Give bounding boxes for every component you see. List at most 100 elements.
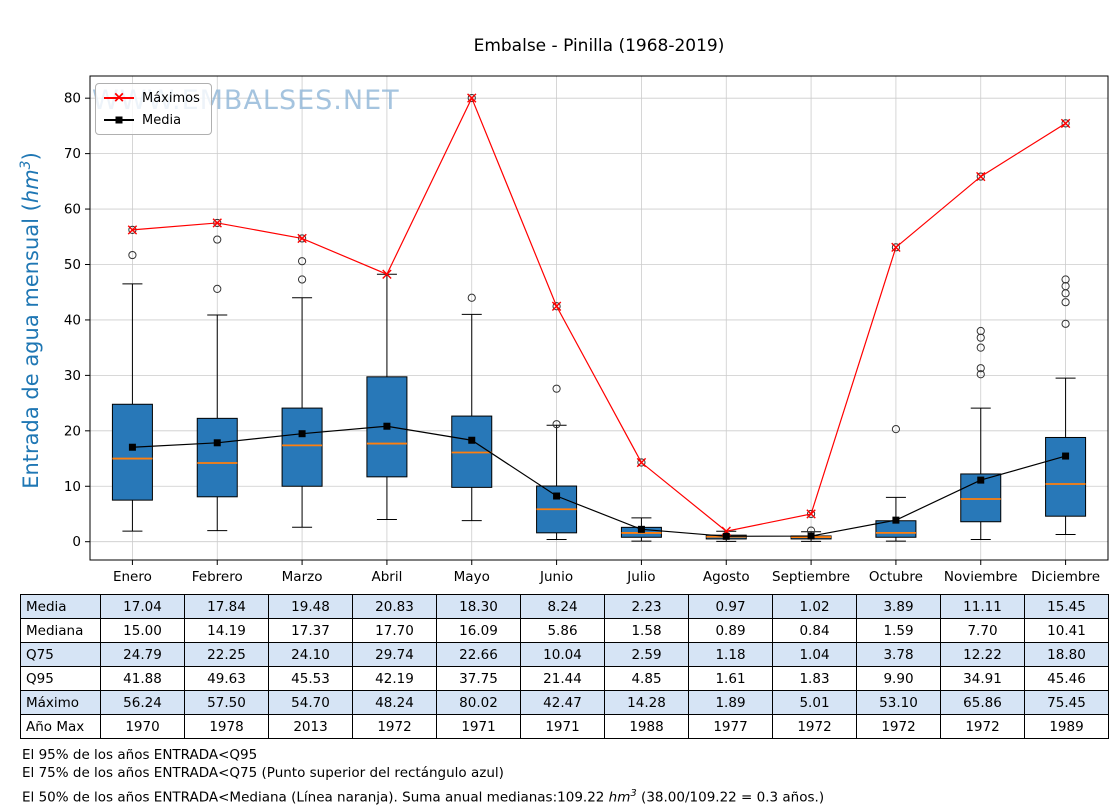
table-cell: 1.59 [856,618,941,643]
table-cell: 48.24 [352,690,437,715]
maximos-x-marker [551,301,562,311]
chart-title: Embalse - Pinilla (1968-2019) [473,36,725,56]
table-cell: 1.58 [604,618,689,643]
footnotes: El 95% de los años ENTRADA<Q95 El 75% de… [22,746,824,807]
table-cell: 3.78 [856,642,941,667]
y-tick-label: 10 [64,479,81,495]
outlier-circle [552,302,561,311]
table-cell: 53.10 [856,690,941,715]
table-cell: 17.37 [268,618,353,643]
table-cell: 0.97 [688,594,773,619]
table-cell: 15.45 [1024,594,1109,619]
table-cell: 21.44 [520,666,605,691]
maximos-x-marker [212,218,222,228]
table-cell: 1972 [772,714,857,739]
media-square-marker [977,476,985,484]
table-cell: 2.23 [604,594,689,619]
maximos-x-marker [297,233,307,244]
footnote-q95: El 95% de los años ENTRADA<Q95 [22,747,258,763]
table-cell: 16.09 [436,618,521,643]
table-cell: 22.66 [436,642,521,667]
table-cell: 18.80 [1024,642,1109,667]
x-tick-label: Noviembre [944,569,1018,585]
outlier-circle [552,384,561,393]
legend-label-maximos: Máximos [142,90,200,106]
table-cell: 17.84 [184,594,269,619]
table-cell: 5.86 [520,618,605,643]
x-tick-label: Diciembre [1031,569,1100,585]
y-tick-label: 40 [64,312,81,328]
table-cell: 65.86 [940,690,1025,715]
table-cell: 37.75 [436,666,521,691]
y-tick-label: 20 [64,423,81,439]
outlier-circle [976,326,985,336]
table-cell: 1972 [940,714,1025,739]
table-cell: 3.89 [856,594,941,619]
maximos-x-marker-icon: × [112,87,126,106]
table-cell: 1971 [436,714,521,739]
legend-item-maximos: × Máximos [104,87,200,106]
table-cell: 24.10 [268,642,353,667]
table-cell: 80.02 [436,690,521,715]
table-cell: 34.91 [940,666,1025,691]
legend-label-media: Media [142,112,182,128]
table-cell: 1971 [520,714,605,739]
chart-legend: × Máximos Media [95,83,212,135]
outlier-circle [297,257,307,266]
x-tick-label: Marzo [282,569,323,585]
media-square-marker [383,422,391,430]
table-cell: 1972 [352,714,437,739]
maximos-line [132,96,1066,532]
x-tick-label: Junio [539,569,573,585]
table-cell: 49.63 [184,666,269,691]
table-row: Q95 41.88 49.63 45.53 42.19 37.75 21.44 4.85 1.6… [20,666,1109,691]
maximos-x-marker [127,225,138,235]
table-cell: 45.53 [268,666,353,691]
table-cell: 14.28 [604,690,689,715]
outlier-circle [297,275,307,284]
x-tick-label: Septiembre [772,569,850,585]
table-cell: 8.24 [520,594,605,619]
table-cell: 1989 [1024,714,1109,739]
table-cell: 17.04 [100,594,185,619]
outlier-circle [213,284,222,293]
row-label: Mediana [20,618,101,643]
outlier-circle [976,343,985,352]
maximos-x-marker [636,457,647,468]
table-cell: 42.19 [352,666,437,691]
media-square-marker [553,492,561,500]
table-cell: 9.90 [856,666,941,691]
outlier-circle [891,243,901,252]
media-square-marker [1062,452,1070,460]
table-cell: 1977 [688,714,773,739]
y-tick-label: 60 [64,202,81,218]
table-cell: 1972 [856,714,941,739]
media-square-marker [807,532,815,540]
table-cell: 18.30 [436,594,521,619]
media-line [132,425,1066,537]
footnote-mediana-text: El 50% de los años ENTRADA<Mediana (Líne… [22,789,609,806]
outlier-circle [552,420,561,429]
maximos-line [104,97,134,99]
media-square-marker-icon [115,116,123,124]
outlier-circle [1061,119,1070,128]
table-row: Mediana 15.00 14.19 17.37 17.70 16.09 5.86 1.58… [20,618,1109,643]
plot-border [89,75,1109,561]
outlier-circle [976,172,985,181]
table-row: Máximo 56.24 57.50 54.70 48.24 80.02 42.47 14.2… [20,690,1109,715]
table-cell: 20.83 [352,594,437,619]
x-tick-label: Octubre [869,569,923,585]
maximos-x-marker [1060,118,1071,129]
box [281,407,323,487]
footnote-mediana-close: (38.00/109.22 = 0.3 años.) [636,789,825,806]
table-cell: 12.22 [940,642,1025,667]
table-cell: 1978 [184,714,269,739]
outlier-circle [1061,275,1070,284]
table-cell: 0.89 [688,618,773,643]
boxplot-chart: 0 10 20 30 40 50 60 70 80 Enero Febrero Marzo Abril M… [64,75,1109,585]
table-cell: 11.11 [940,594,1025,619]
table-cell: 10.41 [1024,618,1109,643]
table-cell: 7.70 [940,618,1025,643]
box [196,417,238,498]
table-cell: 10.04 [520,642,605,667]
